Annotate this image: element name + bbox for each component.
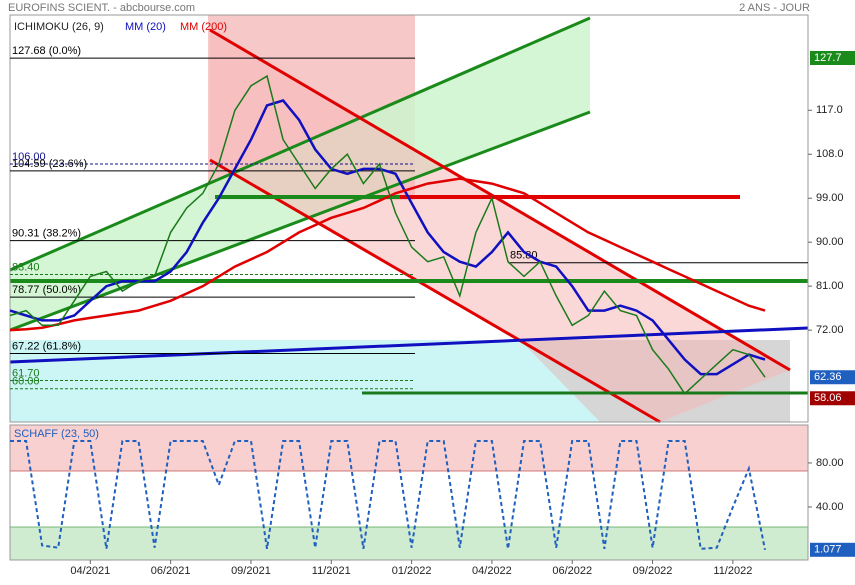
y-tick-label: 108.0	[816, 148, 844, 160]
price-marker	[810, 391, 855, 406]
trend-line	[9, 110, 591, 332]
x-tick-label: 11/2022	[713, 565, 752, 577]
annotation: 67.22 (61.8%)	[12, 340, 81, 352]
price-marker-label: 62.36	[814, 371, 842, 383]
chart-subtitle: 2 ANS - JOUR	[739, 2, 810, 14]
x-tick-label: 06/2022	[552, 565, 592, 577]
panel-frame	[9, 424, 809, 561]
annotation: 61.70	[12, 367, 40, 379]
y-tick-label: 80.00	[816, 457, 844, 469]
annotation: 104.59 (23.6%)	[12, 158, 87, 170]
annotation: 106.00	[12, 151, 46, 163]
annotation: 78.77 (50.0%)	[12, 284, 81, 296]
annotation: 83.40	[12, 261, 40, 273]
x-tick-label: 04/2021	[70, 565, 110, 577]
price-line	[9, 74, 766, 395]
x-tick-label: 01/2022	[392, 565, 432, 577]
trend-line	[209, 28, 791, 372]
channel-fill	[210, 30, 790, 422]
annotation: 85.80	[510, 250, 538, 262]
legend-entry: MM (200)	[180, 21, 227, 33]
price-marker-label: 58.06	[814, 392, 842, 404]
indicator-label: ICHIMOKU (26, 9)	[14, 21, 104, 33]
price-marker-label: 127.7	[814, 52, 842, 64]
x-tick-label: 11/2021	[312, 565, 351, 577]
ma-line	[9, 99, 766, 376]
x-tick-label: 09/2021	[231, 565, 271, 577]
panel-frame	[9, 14, 809, 423]
trend-line	[9, 326, 809, 364]
y-tick-label: 40.00	[816, 501, 844, 513]
zone	[10, 425, 808, 471]
price-marker	[810, 370, 855, 385]
price-marker-label: 1.077	[814, 544, 842, 556]
y-tick-label: 90.00	[816, 236, 844, 248]
annotation: 127.68 (0.0%)	[12, 45, 81, 57]
price-marker	[810, 542, 855, 557]
y-tick-label: 81.00	[816, 280, 844, 292]
trend-line	[209, 158, 661, 424]
annotation: 60.00	[12, 376, 40, 388]
legend-entry: MM (20)	[125, 21, 166, 33]
y-tick-label: 117.0	[816, 104, 843, 116]
price-marker	[810, 50, 855, 65]
ma-line	[9, 177, 766, 332]
annotation: 90.31 (38.2%)	[12, 228, 81, 240]
panel-title: SCHAFF (23, 50)	[14, 428, 99, 440]
x-tick-label: 09/2022	[633, 565, 673, 577]
oscillator-line	[10, 440, 766, 550]
y-tick-label: 72.00	[816, 324, 844, 336]
x-tick-label: 04/2022	[472, 565, 512, 577]
chart-title: EUROFINS SCIENT. - abcbourse.com	[8, 2, 195, 14]
trend-line	[9, 16, 591, 272]
y-tick-label: 99.00	[816, 192, 844, 204]
x-tick-label: 06/2021	[151, 565, 191, 577]
